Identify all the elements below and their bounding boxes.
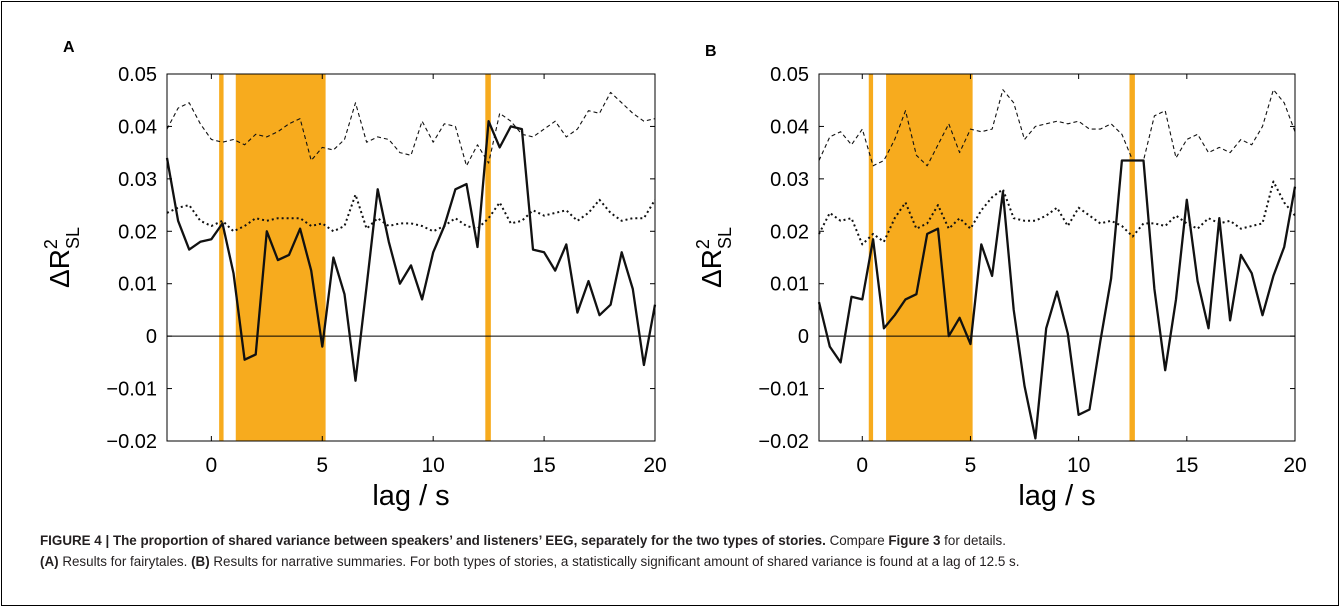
x-axis-label: lag / s [1018,480,1095,512]
y-tick-label: 0.03 [118,169,157,191]
axes-box [818,73,1296,442]
y-tick-label: 0.04 [770,116,809,138]
x-tick-label: 15 [532,454,555,477]
y-tick-label: 0.01 [770,274,809,296]
caption-line-1: FIGURE 4 | The proportion of shared vari… [40,530,1302,551]
caption-compare-text: Compare [825,533,889,548]
x-tick-label: 0 [206,454,218,477]
y-tick-label: −0.02 [106,431,157,453]
y-tick-label: 0.02 [770,221,809,243]
x-axis-label: lag / s [372,480,449,512]
series-line-solid [817,159,1297,440]
x-tick-label: 10 [1067,454,1090,477]
figure-caption: FIGURE 4 | The proportion of shared vari… [40,530,1302,572]
x-tick-label: 0 [856,454,868,477]
significance-band [1129,74,1135,441]
y-tick-label: 0.03 [770,169,809,191]
x-tick-label: 15 [1175,454,1198,477]
significance-band [485,74,491,441]
y-tick-label: 0.05 [770,64,809,86]
y-axis-label-sub: SL [63,227,83,249]
caption-figure-label: FIGURE 4 | The proportion of shared vari… [40,533,826,548]
y-axis-label: ΔR2 SL [41,227,83,288]
series-line-dashed [166,91,656,167]
significance-band [219,74,224,441]
significance-band [886,74,973,441]
y-axis-label-sup: 2 [693,239,713,249]
y-tick-label: 0.02 [118,221,157,243]
y-tick-label: 0.01 [118,274,157,296]
caption-a-label: (A) [40,554,59,569]
y-axis-label-sub: SL [715,227,735,249]
y-tick-label: 0 [146,326,157,348]
series-line-solid [165,120,657,382]
significance-band [235,74,326,441]
caption-b-text: Results for narrative summaries. For bot… [209,554,1020,569]
y-axis-label-main: ΔR [696,249,727,288]
y-tick-label: 0.04 [118,116,157,138]
panel-a: A 0 5 10 15 20 −0.02 −0.01 0 0.01 0.02 0.03 0.04 0.05… [41,39,667,512]
caption-figure-ref: Figure 3 [888,533,941,548]
x-tick-label: 10 [422,454,445,477]
caption-a-text: Results for fairytales. [58,554,192,569]
caption-details-text: for details. [940,533,1006,548]
x-tick-label: 5 [316,454,328,477]
caption-line-2: (A) Results for fairytales. (B) Results … [40,551,1302,572]
panel-b: B 0 5 10 15 20 −0.02 −0.01 0 0.01 0.02 0.03 0.04 0.05… [693,43,1307,512]
y-tick-label: 0 [798,326,809,348]
y-tick-label: 0.05 [118,64,157,86]
y-tick-label: −0.01 [106,379,157,401]
y-tick-label: −0.02 [758,431,809,453]
y-axis-label-sup: 2 [41,239,61,249]
panel-letter: A [63,39,75,56]
axes-box [166,73,656,442]
x-tick-label: 5 [965,454,977,477]
x-tick-label: 20 [643,454,666,477]
y-axis-label: ΔR2 SL [693,227,735,288]
y-axis-label-main: ΔR [44,249,75,288]
panel-letter: B [705,43,717,60]
x-tick-label: 20 [1283,454,1306,477]
y-tick-label: −0.01 [758,379,809,401]
caption-b-label: (B) [191,554,210,569]
